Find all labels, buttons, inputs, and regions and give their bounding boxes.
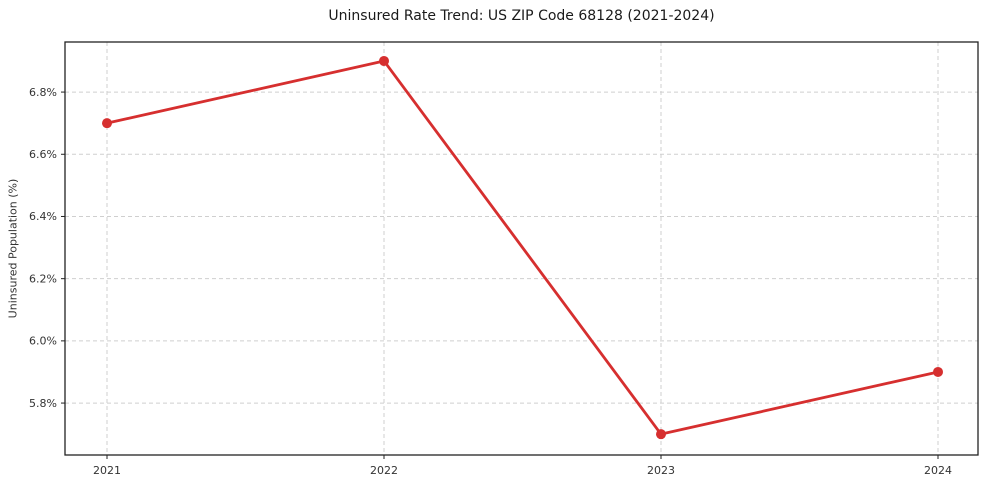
y-tick-label: 6.4%	[29, 210, 57, 223]
x-tick-label: 2023	[647, 464, 675, 477]
y-tick-label: 5.8%	[29, 397, 57, 410]
trend-line	[105, 59, 940, 436]
y-tick-label: 6.6%	[29, 148, 57, 161]
x-tick-label: 2022	[370, 464, 398, 477]
x-tick-label: 2024	[924, 464, 952, 477]
x-tick-label: 2021	[93, 464, 121, 477]
y-tick-label: 6.8%	[29, 86, 57, 99]
data-point-marker	[656, 429, 666, 440]
data-point-marker	[933, 366, 943, 377]
plot-border	[64, 41, 979, 456]
data-point-marker	[379, 55, 389, 66]
data-point-marker	[102, 118, 112, 129]
y-tick-label: 6.2%	[29, 272, 57, 285]
chart-title: Uninsured Rate Trend: US ZIP Code 68128 …	[328, 8, 715, 24]
y-tick-label: 6.0%	[29, 335, 57, 348]
